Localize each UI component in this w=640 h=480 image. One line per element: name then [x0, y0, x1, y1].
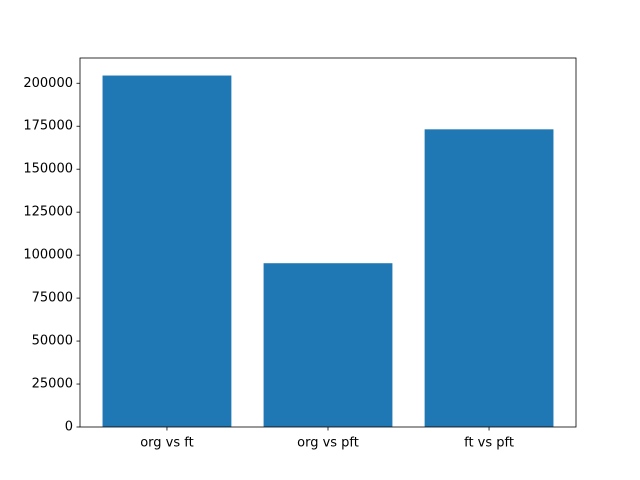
y-tick-label: 200000	[23, 76, 73, 91]
y-tick-label: 125000	[23, 205, 73, 220]
y-tick-label: 25000	[32, 377, 73, 392]
bar	[263, 263, 393, 427]
bar	[424, 129, 554, 427]
bar	[102, 75, 232, 427]
y-tick-label: 75000	[32, 291, 73, 306]
axes-frame	[79, 57, 577, 428]
y-tick-label: 0	[65, 420, 73, 435]
y-tick-label: 175000	[23, 119, 73, 134]
x-tick-label: ft vs pft	[464, 436, 514, 451]
y-tick-label: 50000	[32, 334, 73, 349]
x-tick-label: org vs ft	[140, 436, 194, 451]
y-tick-label: 100000	[23, 248, 73, 263]
x-tick-label: org vs pft	[297, 436, 359, 451]
y-tick-label: 150000	[23, 162, 73, 177]
